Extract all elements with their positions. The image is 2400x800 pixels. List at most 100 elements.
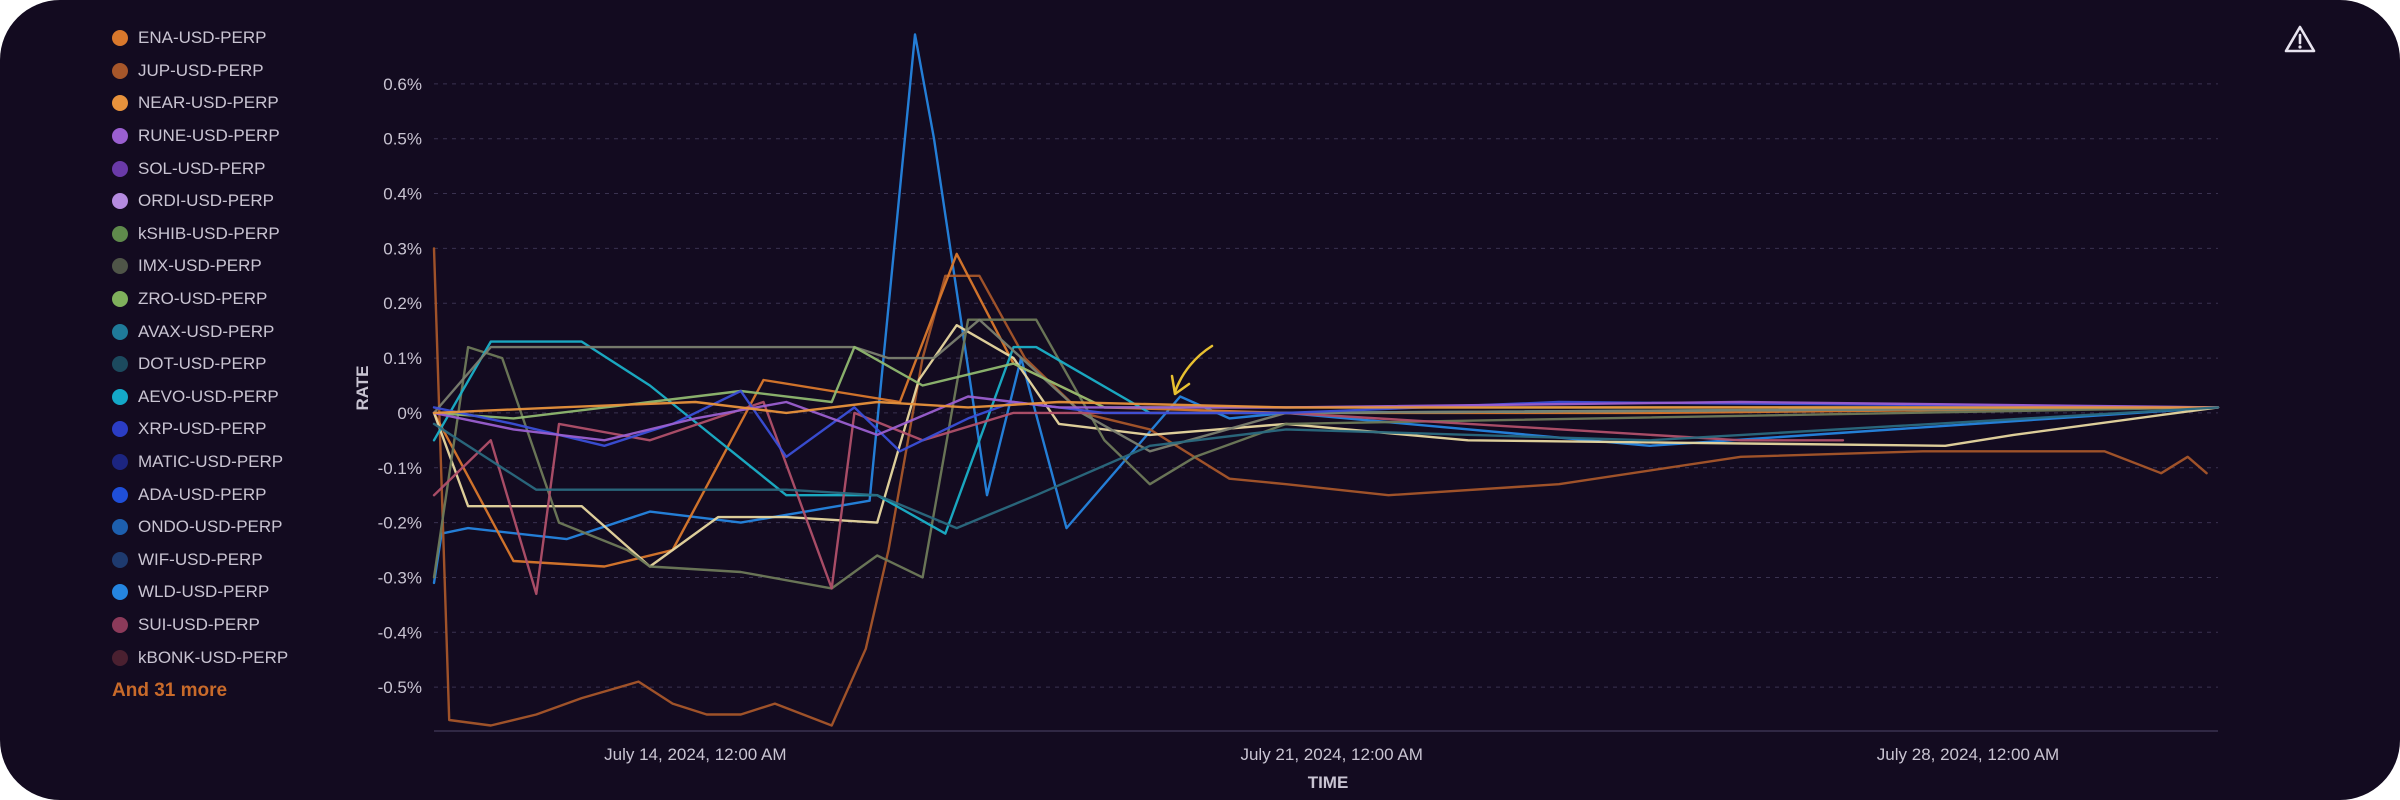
legend-label: AVAX-USD-PERP (138, 321, 275, 341)
legend-more-link[interactable]: And 31 more (112, 679, 228, 701)
legend-label: ORDI-USD-PERP (138, 191, 275, 211)
legend-label: AEVO-USD-PERP (138, 386, 279, 406)
legend-label: SOL-USD-PERP (138, 158, 266, 178)
legend-color-dot (112, 486, 128, 503)
legend-item[interactable]: RUNE-USD-PERP (112, 120, 352, 153)
legend-label: NEAR-USD-PERP (138, 93, 279, 113)
legend-item[interactable]: JUP-USD-PERP (112, 55, 352, 88)
legend-item[interactable]: IMX-USD-PERP (112, 250, 352, 283)
y-tick-label: -0.1% (378, 459, 422, 478)
series-line (432, 318, 2220, 590)
legend-item[interactable]: ZRO-USD-PERP (112, 283, 352, 316)
annotation-arrow-head (1170, 374, 1191, 396)
legend-color-dot (112, 388, 128, 405)
legend-label: WLD-USD-PERP (138, 582, 270, 602)
x-axis-ticks: July 14, 2024, 12:00 AM July 21, 2024, 12… (604, 745, 2059, 764)
legend-item[interactable]: AVAX-USD-PERP (112, 315, 352, 348)
series-line (432, 400, 2220, 415)
x-tick-label: July 28, 2024, 12:00 AM (1877, 745, 2059, 764)
legend-label: DOT-USD-PERP (138, 354, 267, 374)
legend-item[interactable]: ADA-USD-PERP (112, 478, 352, 511)
annotation-arrow-shaft (1173, 344, 1214, 394)
series-lines (432, 33, 2220, 727)
legend-item[interactable]: DOT-USD-PERP (112, 348, 352, 381)
series-line (432, 340, 2220, 535)
legend-color-dot (112, 616, 128, 633)
series-line (432, 389, 2220, 458)
y-tick-label: -0.3% (378, 568, 422, 587)
legend-label: MATIC-USD-PERP (138, 452, 284, 472)
y-axis-ticks: 0.6% 0.5% 0.4% 0.3% 0.2% 0.1% 0% -0.1% -0.2% -0.3… (378, 75, 422, 697)
legend-label: kBONK-USD-PERP (138, 647, 289, 667)
legend-label: kSHIB-USD-PERP (138, 223, 280, 243)
y-tick-label: 0.4% (383, 185, 422, 204)
legend-color-dot (112, 225, 128, 242)
legend-list: ENA-USD-PERP JUP-USD-PERP NEAR-USD-PERP RUN… (112, 22, 352, 674)
legend-label: SUI-USD-PERP (138, 614, 260, 634)
legend-label: IMX-USD-PERP (138, 256, 262, 276)
x-axis-title: TIME (1308, 773, 1349, 792)
legend-color-dot (112, 551, 128, 568)
legend-label: ZRO-USD-PERP (138, 289, 268, 309)
legend-color-dot (112, 519, 128, 536)
legend-color-dot (112, 258, 128, 275)
legend-color-dot (112, 421, 128, 438)
legend-color-dot (112, 95, 128, 112)
y-tick-label: 0.1% (383, 349, 422, 368)
y-tick-label: 0% (397, 404, 422, 423)
legend-label: RUNE-USD-PERP (138, 126, 280, 146)
legend-label: WIF-USD-PERP (138, 549, 263, 569)
legend-item[interactable]: NEAR-USD-PERP (112, 87, 352, 120)
legend-color-dot (112, 356, 128, 373)
legend-item[interactable]: kSHIB-USD-PERP (112, 218, 352, 251)
legend-item[interactable]: AEVO-USD-PERP (112, 381, 352, 414)
legend-color-dot (112, 160, 128, 177)
legend-label: JUP-USD-PERP (138, 60, 264, 80)
legend-label: ONDO-USD-PERP (138, 517, 283, 537)
y-tick-label: 0.5% (383, 130, 422, 149)
y-tick-label: 0.3% (383, 239, 422, 258)
series-line (432, 247, 2208, 727)
legend-item[interactable]: WIF-USD-PERP (112, 544, 352, 577)
x-tick-label: July 14, 2024, 12:00 AM (604, 745, 786, 764)
legend-label: ENA-USD-PERP (138, 28, 267, 48)
legend-color-dot (112, 323, 128, 340)
legend-item[interactable]: WLD-USD-PERP (112, 576, 352, 609)
legend-color-dot (112, 584, 128, 601)
legend-color-dot (112, 291, 128, 308)
series-line (432, 406, 2220, 530)
legend-label: ADA-USD-PERP (138, 484, 267, 504)
y-tick-label: -0.2% (378, 514, 422, 533)
legend-item[interactable]: ENA-USD-PERP (112, 22, 352, 55)
legend-item[interactable]: MATIC-USD-PERP (112, 446, 352, 479)
series-line (432, 395, 2220, 442)
legend-label: XRP-USD-PERP (138, 419, 267, 439)
series-line (432, 33, 2220, 585)
legend-item[interactable]: XRP-USD-PERP (112, 413, 352, 446)
y-tick-label: 0.2% (383, 294, 422, 313)
chart-grid (434, 83, 2218, 688)
warning-triangle-icon[interactable] (2284, 24, 2316, 54)
y-tick-label: -0.5% (378, 678, 422, 697)
y-axis-title: RATE (353, 365, 372, 410)
legend-color-dot (112, 193, 128, 210)
legend-color-dot (112, 454, 128, 471)
x-tick-label: July 21, 2024, 12:00 AM (1240, 745, 1422, 764)
legend-item[interactable]: ONDO-USD-PERP (112, 511, 352, 544)
legend-color-dot (112, 649, 128, 666)
chart-legend: ENA-USD-PERP JUP-USD-PERP NEAR-USD-PERP RUN… (112, 22, 352, 702)
legend-item[interactable]: ORDI-USD-PERP (112, 185, 352, 218)
legend-color-dot (112, 62, 128, 79)
y-tick-label: -0.4% (378, 623, 422, 642)
y-tick-label: 0.6% (383, 75, 422, 94)
legend-item[interactable]: kBONK-USD-PERP (112, 641, 352, 674)
legend-item[interactable]: SUI-USD-PERP (112, 609, 352, 642)
series-line (432, 324, 2220, 568)
legend-color-dot (112, 30, 128, 47)
legend-color-dot (112, 128, 128, 145)
legend-item[interactable]: SOL-USD-PERP (112, 152, 352, 185)
chart-annotation-arrow (1170, 344, 1214, 396)
series-line (432, 318, 2220, 453)
